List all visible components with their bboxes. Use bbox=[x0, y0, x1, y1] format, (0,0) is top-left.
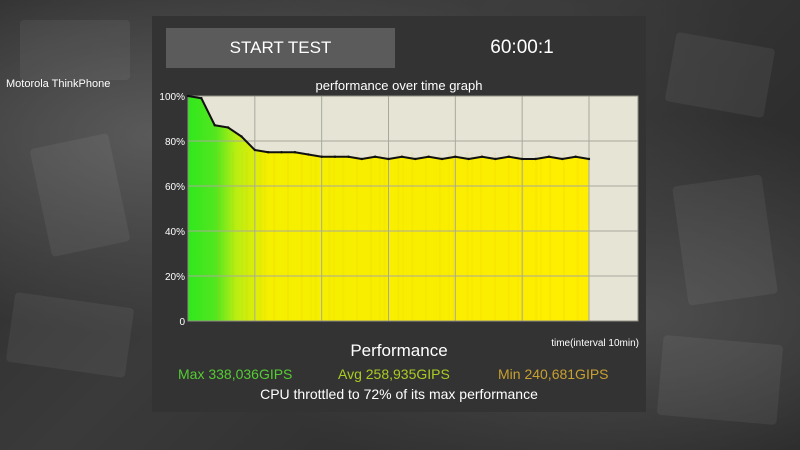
test-timer: 60:00:1 bbox=[490, 37, 554, 58]
max-performance: Max 338,036GIPS bbox=[178, 366, 293, 382]
texture-stripe bbox=[517, 152, 519, 321]
texture-stripe bbox=[452, 152, 455, 321]
background-decoration bbox=[672, 174, 778, 306]
texture-stripe bbox=[507, 152, 510, 321]
texture-stripe bbox=[448, 152, 450, 321]
data-point bbox=[427, 155, 430, 158]
texture-stripe bbox=[342, 152, 345, 321]
texture-stripe bbox=[549, 152, 552, 321]
plot-border bbox=[187, 95, 639, 322]
data-point bbox=[347, 155, 350, 158]
y-tick-label: 40% bbox=[165, 227, 185, 238]
data-point bbox=[360, 157, 363, 161]
texture-stripe bbox=[438, 152, 441, 321]
texture-stripe bbox=[310, 152, 312, 321]
data-point bbox=[213, 124, 216, 127]
texture-stripe bbox=[300, 152, 303, 321]
data-point bbox=[226, 126, 230, 129]
texture-stripe bbox=[563, 152, 565, 321]
data-point bbox=[280, 151, 283, 154]
data-point bbox=[333, 155, 337, 158]
texture-stripe bbox=[402, 152, 404, 321]
data-point bbox=[240, 135, 243, 138]
data-point bbox=[320, 155, 323, 158]
performance-title: Performance bbox=[350, 341, 448, 360]
data-point bbox=[561, 157, 564, 161]
y-tick-label: 60% bbox=[165, 182, 185, 193]
data-point bbox=[267, 151, 270, 154]
texture-stripe bbox=[356, 152, 358, 321]
data-point bbox=[534, 157, 537, 161]
texture-stripe bbox=[218, 152, 220, 321]
texture-stripe bbox=[540, 152, 542, 321]
texture-stripe bbox=[471, 152, 473, 321]
data-point bbox=[574, 155, 577, 158]
data-point bbox=[587, 157, 591, 161]
min-performance: Min 240,681GIPS bbox=[498, 366, 609, 382]
data-point bbox=[200, 97, 203, 100]
background-decoration bbox=[656, 334, 784, 426]
y-tick-label: 80% bbox=[165, 137, 185, 148]
data-point bbox=[440, 157, 444, 161]
avg-performance: Avg 258,935GIPS bbox=[338, 366, 450, 382]
texture-stripe bbox=[241, 152, 243, 321]
texture-stripe bbox=[259, 152, 262, 321]
data-point bbox=[414, 157, 417, 161]
data-point bbox=[293, 151, 297, 154]
texture-stripe bbox=[494, 152, 496, 321]
start-test-button[interactable]: START TEST bbox=[166, 28, 395, 68]
throttle-summary: CPU throttled to 72% of its max performa… bbox=[260, 386, 538, 402]
data-point bbox=[387, 157, 390, 161]
data-point bbox=[520, 157, 524, 161]
texture-stripe bbox=[383, 152, 386, 321]
x-axis-label: time(interval 10min) bbox=[551, 338, 639, 348]
data-point bbox=[454, 155, 457, 158]
data-point bbox=[400, 155, 404, 158]
data-point bbox=[186, 94, 190, 98]
performance-chart: 100% 80% 60% 40% 20% 0 time(interval 10min) bbox=[159, 92, 639, 348]
data-point bbox=[467, 157, 470, 161]
texture-stripe bbox=[425, 152, 427, 321]
texture-stripe bbox=[264, 152, 266, 321]
background-decoration bbox=[29, 132, 131, 258]
texture-stripe bbox=[466, 152, 469, 321]
data-point bbox=[373, 155, 377, 158]
texture-stripe bbox=[576, 152, 579, 321]
texture-stripe bbox=[245, 152, 248, 321]
data-point bbox=[494, 157, 497, 161]
y-tick-label: 100% bbox=[159, 92, 185, 103]
benchmark-panel: START TEST 60:00:1 performance over time… bbox=[152, 16, 646, 412]
texture-stripe bbox=[480, 152, 483, 321]
graph-title: performance over time graph bbox=[315, 78, 483, 93]
texture-stripe bbox=[535, 152, 538, 321]
texture-stripe bbox=[314, 152, 317, 321]
texture-stripe bbox=[379, 152, 381, 321]
texture-stripe bbox=[287, 152, 289, 321]
texture-stripe bbox=[328, 152, 331, 321]
data-point bbox=[480, 155, 484, 158]
data-point bbox=[507, 155, 510, 158]
background-decoration bbox=[20, 20, 130, 80]
texture-stripe bbox=[397, 152, 400, 321]
y-tick-label: 20% bbox=[165, 272, 185, 283]
texture-stripe bbox=[231, 152, 234, 321]
background-decoration bbox=[664, 31, 776, 119]
device-label: Motorola ThinkPhone bbox=[6, 78, 111, 90]
texture-stripe bbox=[273, 152, 276, 321]
data-point bbox=[307, 153, 310, 156]
y-tick-label: 0 bbox=[179, 317, 185, 328]
texture-stripe bbox=[333, 152, 335, 321]
data-point bbox=[547, 155, 551, 158]
data-point bbox=[253, 148, 257, 152]
texture-stripe bbox=[411, 152, 414, 321]
background-decoration bbox=[5, 291, 135, 379]
texture-stripe bbox=[369, 152, 372, 321]
